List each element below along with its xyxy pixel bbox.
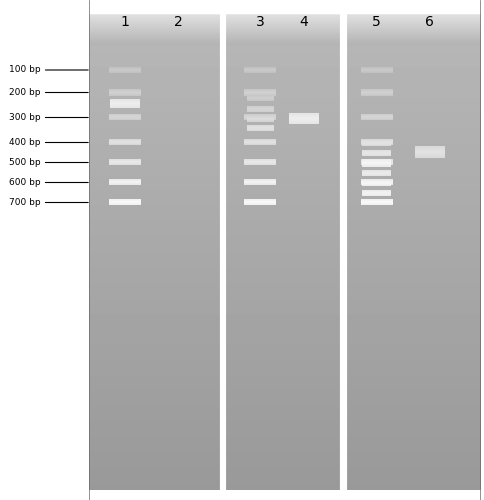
Bar — [221, 15, 224, 490]
Text: 6: 6 — [424, 16, 433, 30]
Text: 100 bp: 100 bp — [9, 66, 40, 74]
Text: 300 bp: 300 bp — [9, 113, 40, 122]
Text: 5: 5 — [371, 16, 380, 30]
Text: 4: 4 — [299, 16, 307, 30]
Text: 700 bp: 700 bp — [9, 198, 40, 207]
Text: 2: 2 — [173, 16, 182, 30]
Text: 400 bp: 400 bp — [9, 138, 40, 147]
Text: 500 bp: 500 bp — [9, 158, 40, 167]
Text: 1: 1 — [120, 16, 129, 30]
Bar — [342, 15, 344, 490]
Text: 200 bp: 200 bp — [9, 88, 40, 97]
Text: 3: 3 — [255, 16, 264, 30]
Bar — [1, 0, 89, 500]
Text: 600 bp: 600 bp — [9, 178, 40, 187]
